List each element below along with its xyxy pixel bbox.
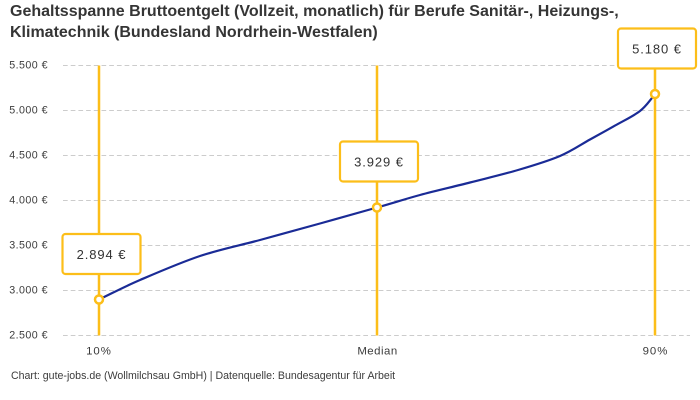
svg-text:2.894 €: 2.894 €	[77, 247, 127, 262]
svg-text:Gehaltsspanne Bruttoentgelt (V: Gehaltsspanne Bruttoentgelt (Vollzeit, m…	[10, 3, 619, 20]
svg-text:Median: Median	[357, 345, 397, 357]
svg-text:3.000 €: 3.000 €	[9, 285, 48, 297]
svg-text:Klimatechnik (Bundesland Nordr: Klimatechnik (Bundesland Nordrhein-Westf…	[10, 24, 378, 41]
svg-text:3.500 €: 3.500 €	[9, 240, 48, 252]
svg-text:2.500 €: 2.500 €	[9, 330, 48, 342]
svg-text:90%: 90%	[643, 345, 669, 357]
svg-text:3.929 €: 3.929 €	[354, 155, 404, 170]
svg-text:5.180 €: 5.180 €	[632, 42, 682, 57]
svg-text:4.500 €: 4.500 €	[9, 150, 48, 162]
svg-text:5.500 €: 5.500 €	[9, 60, 48, 72]
svg-text:Chart: gute-jobs.de (Wollmilch: Chart: gute-jobs.de (Wollmilchsau GmbH) …	[11, 370, 395, 382]
svg-text:4.000 €: 4.000 €	[9, 195, 48, 207]
svg-text:5.000 €: 5.000 €	[9, 105, 48, 117]
svg-text:10%: 10%	[86, 345, 112, 357]
